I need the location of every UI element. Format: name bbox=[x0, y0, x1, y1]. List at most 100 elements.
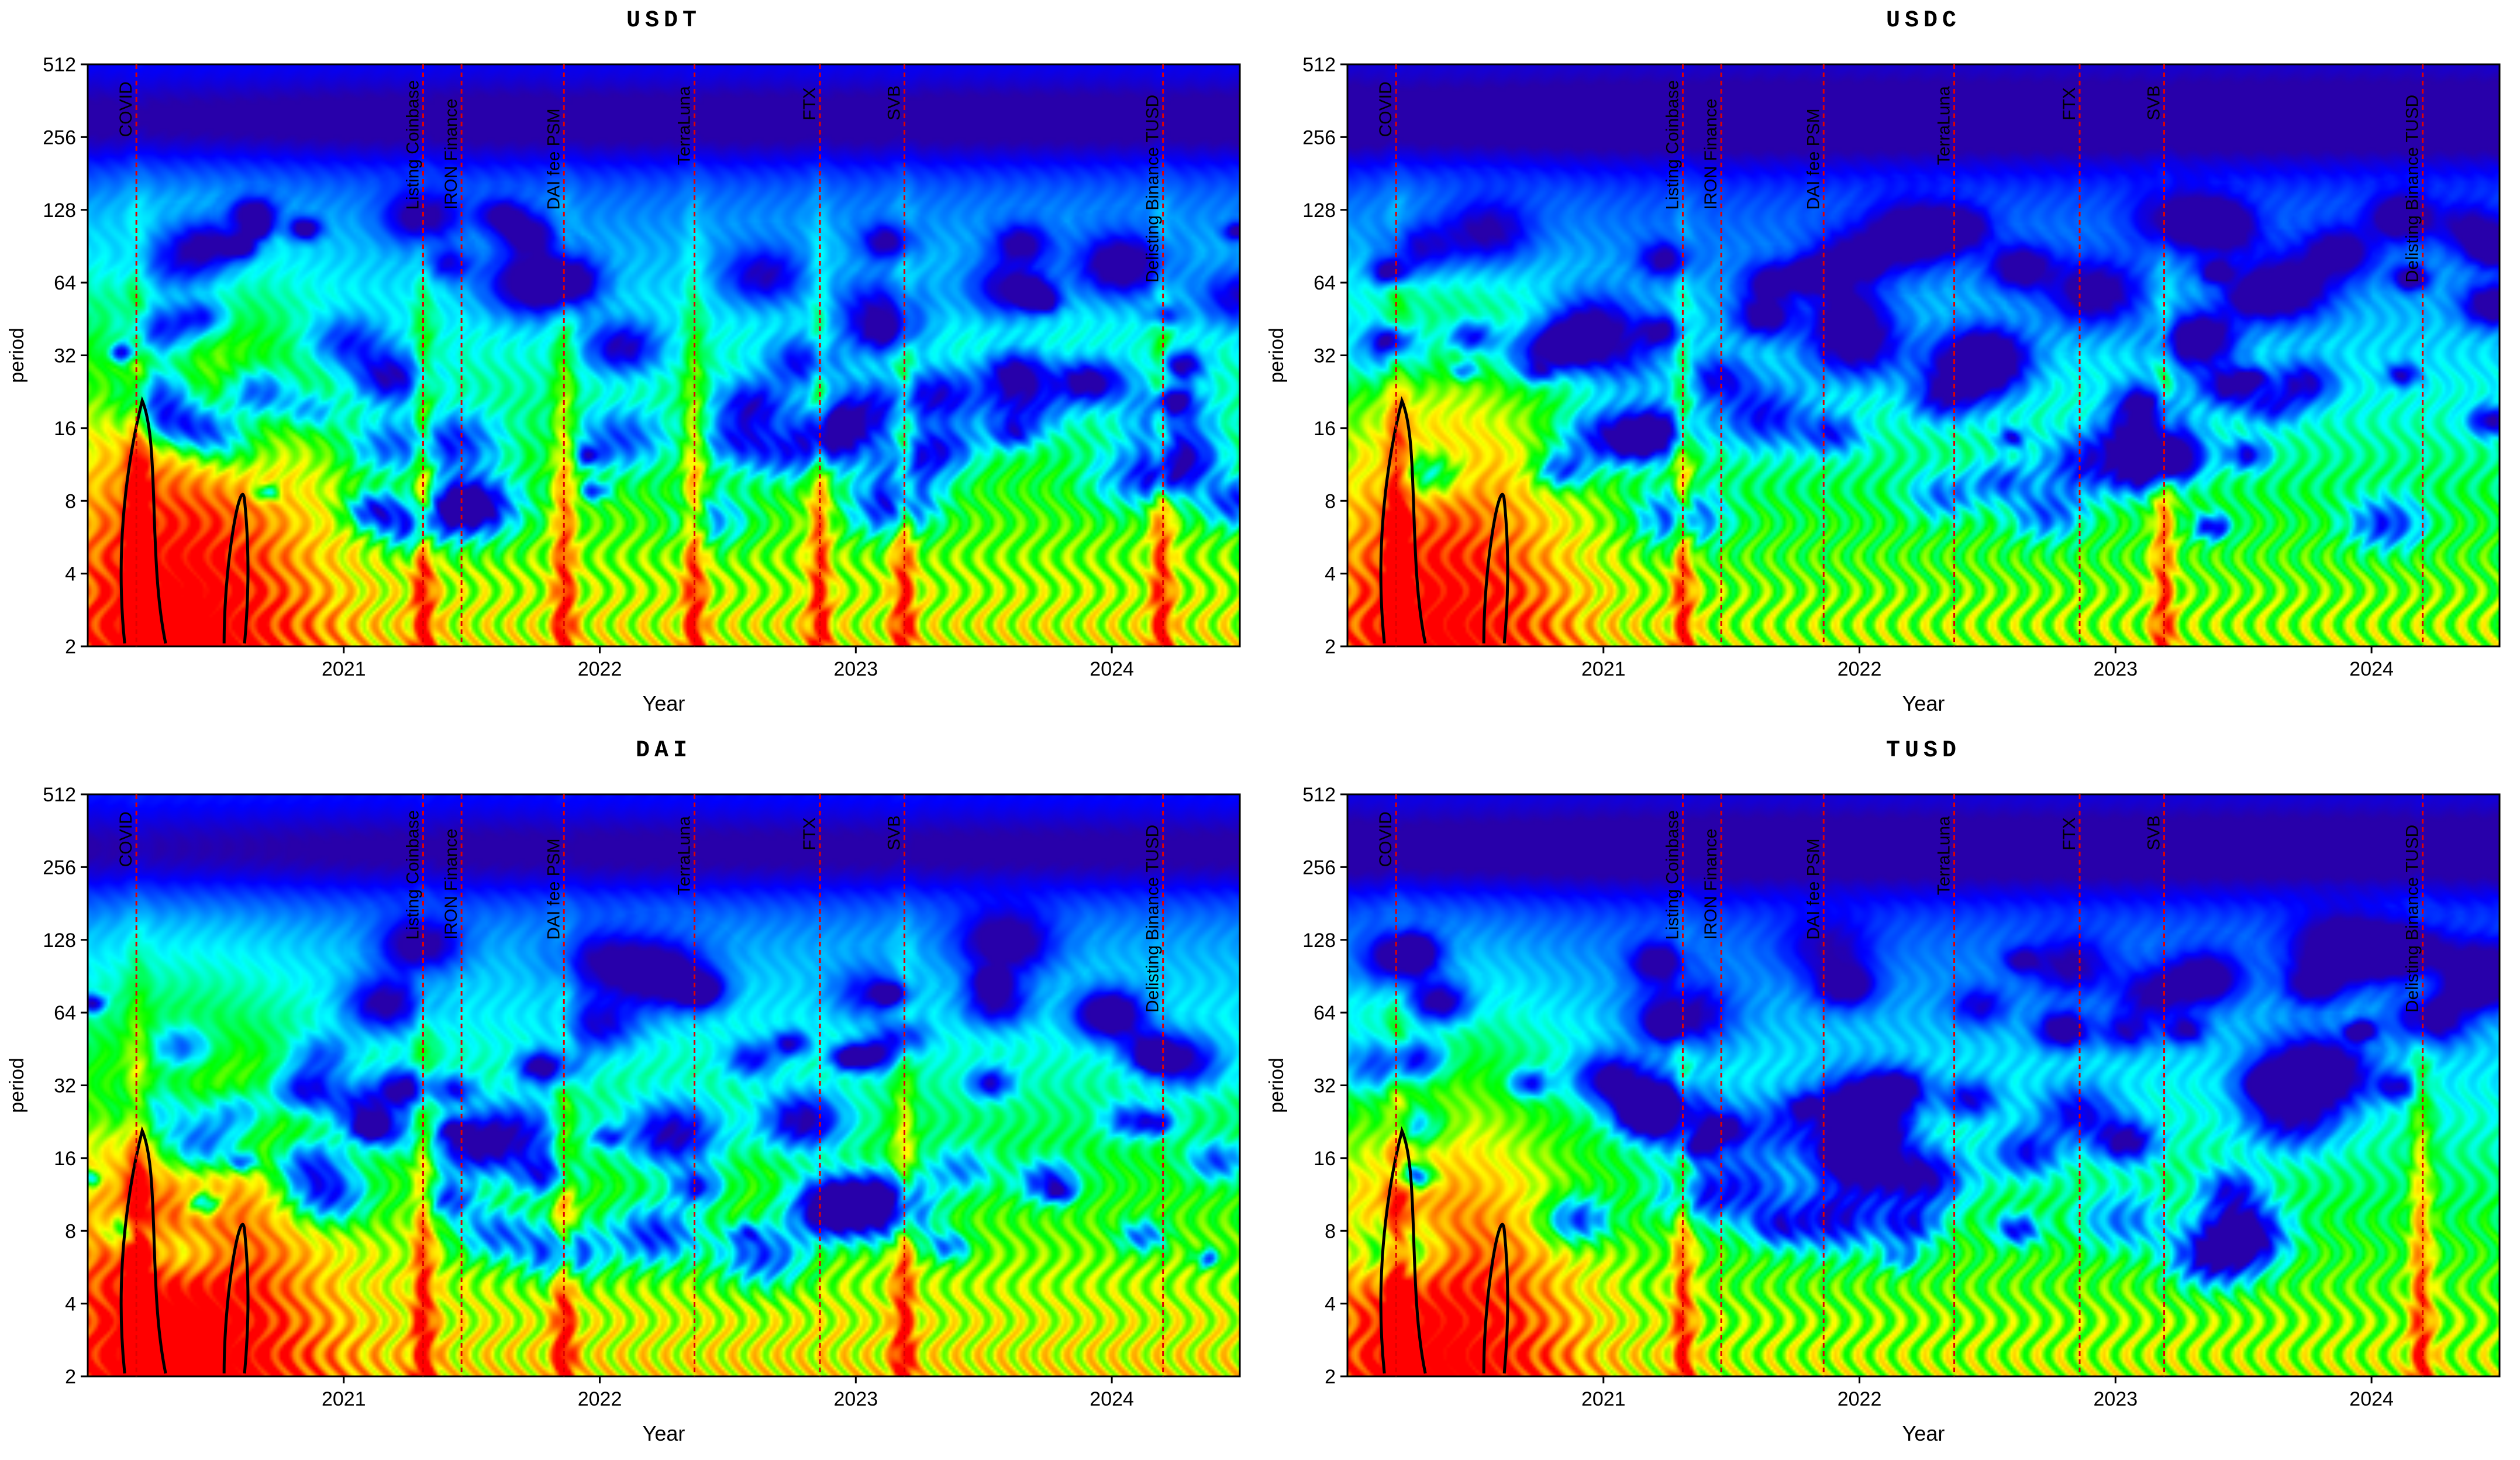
y-tick-label: 32 bbox=[54, 345, 76, 367]
event-label-listing-coinbase: Listing Coinbase bbox=[403, 80, 422, 210]
significance-contour bbox=[1379, 1126, 1427, 1374]
y-tick-label: 512 bbox=[1302, 784, 1336, 806]
x-tick-label: 2024 bbox=[1090, 658, 1134, 680]
x-tick-label: 2022 bbox=[1838, 1388, 1882, 1410]
x-axis-label: Year bbox=[643, 691, 685, 715]
wavelet-power-heatmap bbox=[1347, 64, 2500, 646]
event-label-ftx: FTX bbox=[2060, 87, 2079, 120]
y-tick-label: 128 bbox=[1302, 929, 1336, 952]
y-tick-label: 16 bbox=[1314, 418, 1336, 440]
event-label-delisting-binance-tusd: Delisting Binance TUSD bbox=[2403, 95, 2422, 283]
y-tick-label: 16 bbox=[1314, 1148, 1336, 1170]
event-label-dai-fee-psm: DAI fee PSM bbox=[544, 108, 563, 209]
event-label-terraluna: TerraLuna bbox=[1935, 816, 1954, 895]
x-tick-label: 2022 bbox=[1838, 658, 1882, 680]
dai-panel: COVID Listing Coinbase IRON Finance DAI fee… bbox=[0, 730, 1260, 1460]
y-tick-label: 64 bbox=[1314, 1002, 1336, 1024]
chart-title: DAI bbox=[636, 738, 692, 764]
event-label-listing-coinbase: Listing Coinbase bbox=[1663, 80, 1682, 210]
significance-contour bbox=[1482, 1223, 1509, 1374]
event-label-terraluna: TerraLuna bbox=[1935, 86, 1954, 165]
y-tick-label: 8 bbox=[1325, 1220, 1336, 1242]
x-axis-label: Year bbox=[1902, 691, 1945, 715]
event-label-covid: COVID bbox=[116, 81, 136, 137]
tusd-chart-svg: COVID Listing Coinbase IRON Finance DAI fee… bbox=[1266, 738, 2501, 1445]
y-tick-label: 256 bbox=[43, 126, 76, 149]
usdc-chart-svg: COVID Listing Coinbase IRON Finance DAI fee… bbox=[1266, 8, 2501, 715]
y-tick-label: 128 bbox=[43, 199, 76, 222]
event-label-delisting-binance-tusd: Delisting Binance TUSD bbox=[2403, 825, 2422, 1013]
x-tick-label: 2023 bbox=[834, 1388, 878, 1410]
y-axis-label: period bbox=[6, 328, 28, 383]
x-tick-label: 2021 bbox=[322, 1388, 366, 1410]
usdt-panel: COVID Listing Coinbase IRON Finance DAI fee… bbox=[0, 0, 1260, 730]
y-tick-label: 256 bbox=[43, 856, 76, 879]
y-tick-label: 256 bbox=[1302, 126, 1336, 149]
x-tick-label: 2023 bbox=[2094, 658, 2138, 680]
event-label-iron-finance: IRON Finance bbox=[1701, 829, 1721, 940]
usdt-chart-svg: COVID Listing Coinbase IRON Finance DAI fee… bbox=[6, 8, 1241, 715]
y-tick-label: 32 bbox=[1314, 1075, 1336, 1097]
significance-contour bbox=[1379, 396, 1427, 644]
y-tick-label: 8 bbox=[1325, 490, 1336, 512]
y-tick-label: 128 bbox=[1302, 199, 1336, 222]
event-label-listing-coinbase: Listing Coinbase bbox=[403, 810, 422, 940]
event-label-listing-coinbase: Listing Coinbase bbox=[1663, 810, 1682, 940]
y-tick-label: 32 bbox=[54, 1075, 76, 1097]
y-tick-label: 2 bbox=[1325, 636, 1336, 658]
x-tick-label: 2021 bbox=[322, 658, 366, 680]
x-axis-label: Year bbox=[1902, 1421, 1945, 1445]
y-tick-label: 8 bbox=[65, 490, 76, 512]
event-label-iron-finance: IRON Finance bbox=[1701, 99, 1721, 210]
event-label-dai-fee-psm: DAI fee PSM bbox=[1804, 108, 1823, 209]
event-label-iron-finance: IRON Finance bbox=[442, 99, 461, 210]
y-tick-label: 64 bbox=[54, 1002, 76, 1024]
y-tick-label: 512 bbox=[1302, 54, 1336, 76]
wavelet-power-heatmap bbox=[1347, 794, 2500, 1376]
significance-contour bbox=[119, 396, 167, 644]
y-tick-label: 4 bbox=[1325, 563, 1336, 586]
chart-title: USDC bbox=[1886, 8, 1961, 34]
x-tick-label: 2024 bbox=[2349, 1388, 2394, 1410]
y-axis-label: period bbox=[6, 1058, 28, 1113]
chart-title: TUSD bbox=[1886, 738, 1961, 764]
y-tick-label: 128 bbox=[43, 929, 76, 952]
y-tick-label: 64 bbox=[54, 272, 76, 294]
y-tick-label: 8 bbox=[65, 1220, 76, 1242]
y-tick-label: 16 bbox=[54, 1148, 76, 1170]
wavelet-power-heatmap bbox=[88, 64, 1240, 646]
x-axis-label: Year bbox=[643, 1421, 685, 1445]
y-tick-label: 64 bbox=[1314, 272, 1336, 294]
significance-contour bbox=[119, 1126, 167, 1374]
y-tick-label: 2 bbox=[65, 1366, 76, 1388]
y-tick-label: 32 bbox=[1314, 345, 1336, 367]
y-tick-label: 256 bbox=[1302, 856, 1336, 879]
x-tick-label: 2021 bbox=[1581, 658, 1626, 680]
y-tick-label: 4 bbox=[65, 1293, 76, 1316]
wavelet-power-heatmap bbox=[88, 794, 1240, 1376]
y-tick-label: 2 bbox=[1325, 1366, 1336, 1388]
y-axis-label: period bbox=[1266, 1058, 1288, 1113]
event-label-svb: SVB bbox=[2145, 815, 2164, 850]
event-label-delisting-binance-tusd: Delisting Binance TUSD bbox=[1143, 95, 1163, 283]
x-tick-label: 2024 bbox=[2349, 658, 2394, 680]
event-label-ftx: FTX bbox=[2060, 817, 2079, 850]
event-label-dai-fee-psm: DAI fee PSM bbox=[1804, 838, 1823, 939]
event-label-svb: SVB bbox=[2145, 85, 2164, 120]
x-tick-label: 2022 bbox=[578, 658, 622, 680]
event-label-covid: COVID bbox=[116, 811, 136, 867]
event-label-terraluna: TerraLuna bbox=[675, 816, 694, 895]
event-label-svb: SVB bbox=[885, 815, 904, 850]
event-label-ftx: FTX bbox=[800, 817, 819, 850]
event-label-iron-finance: IRON Finance bbox=[442, 829, 461, 940]
event-label-delisting-binance-tusd: Delisting Binance TUSD bbox=[1143, 825, 1163, 1013]
usdc-panel: COVID Listing Coinbase IRON Finance DAI fee… bbox=[1260, 0, 2520, 730]
significance-contour bbox=[1482, 493, 1509, 644]
x-tick-label: 2023 bbox=[2094, 1388, 2138, 1410]
x-tick-label: 2021 bbox=[1581, 1388, 1626, 1410]
significance-contour bbox=[222, 1223, 250, 1374]
x-tick-label: 2024 bbox=[1090, 1388, 1134, 1410]
event-label-covid: COVID bbox=[1376, 811, 1395, 867]
event-label-ftx: FTX bbox=[800, 87, 819, 120]
x-tick-label: 2023 bbox=[834, 658, 878, 680]
